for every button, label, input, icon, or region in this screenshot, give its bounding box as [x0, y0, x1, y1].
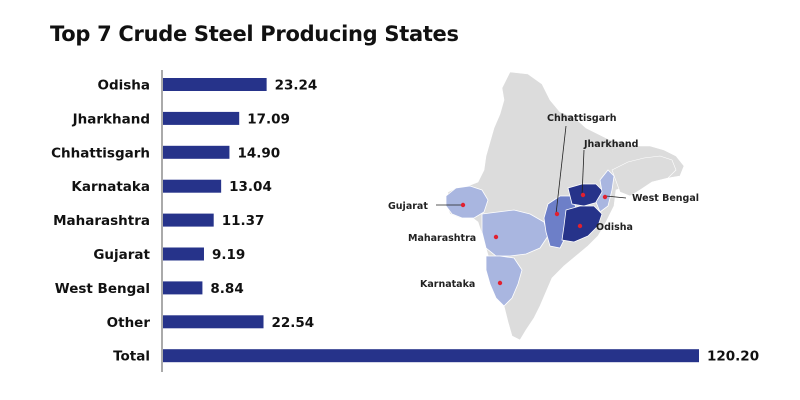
- chart-title: Top 7 Crude Steel Producing States: [50, 22, 459, 46]
- category-label-chhattisgarh: Chhattisgarh: [51, 145, 150, 161]
- leader-jharkhand: [581, 149, 585, 197]
- leader-chhattisgarh: [555, 125, 567, 215]
- leader-west-bengal: [605, 195, 627, 199]
- bar-gujarat: [163, 247, 204, 261]
- bar-karnataka: [163, 179, 222, 193]
- value-label-west-bengal: 8.84: [210, 281, 243, 297]
- category-label-west-bengal: West Bengal: [55, 281, 150, 297]
- value-label-odisha: 23.24: [275, 78, 318, 94]
- value-label-jharkhand: 17.09: [247, 111, 290, 127]
- category-label-odisha: Odisha: [97, 78, 150, 94]
- value-label-gujarat: 9.19: [212, 247, 245, 263]
- category-label-gujarat: Gujarat: [93, 247, 150, 263]
- marker-jharkhand: [580, 192, 586, 198]
- bar-odisha: [163, 78, 267, 91]
- marker-odisha: [577, 223, 583, 229]
- india-map: Chhattisgarh Jharkhand Gujarat West Beng…: [388, 71, 699, 341]
- map-label-jharkhand: Jharkhand: [583, 139, 638, 150]
- value-label-other: 22.54: [272, 315, 315, 331]
- category-label-jharkhand: Jharkhand: [72, 111, 150, 127]
- bar-chhattisgarh: [163, 145, 230, 159]
- marker-karnataka: [497, 280, 503, 286]
- category-label-maharashtra: Maharashtra: [53, 213, 150, 229]
- bar-jharkhand: [163, 111, 240, 125]
- bar-west-bengal: [163, 281, 203, 295]
- marker-west-bengal: [602, 194, 608, 200]
- value-label-chhattisgarh: 14.90: [237, 145, 280, 161]
- value-label-total: 120.20: [707, 349, 759, 365]
- map-west-bengal: [595, 169, 615, 213]
- map-maharashtra: [481, 209, 549, 257]
- map-label-chhattisgarh: Chhattisgarh: [547, 113, 617, 124]
- bar-total: [163, 349, 699, 363]
- marker-gujarat: [460, 202, 466, 208]
- bar-maharashtra: [163, 213, 214, 227]
- map-label-odisha: Odisha: [596, 222, 633, 233]
- category-label-karnataka: Karnataka: [71, 179, 150, 195]
- map-gujarat: [445, 185, 489, 219]
- bars-layer: Odisha 23.24 Jharkhand 17.09 Chhattisgarh 14.…: [51, 78, 759, 365]
- marker-maharashtra: [493, 234, 499, 240]
- map-label-maharashtra: Maharashtra: [408, 233, 476, 244]
- bar-other: [163, 315, 264, 329]
- value-label-maharashtra: 11.37: [222, 213, 265, 229]
- category-label-other: Other: [107, 315, 151, 331]
- map-northeast: [611, 155, 677, 197]
- value-label-karnataka: 13.04: [229, 179, 272, 195]
- category-label-total: Total: [113, 349, 150, 365]
- map-odisha: [561, 205, 603, 243]
- marker-chhattisgarh: [554, 211, 560, 217]
- map-label-gujarat: Gujarat: [388, 201, 428, 212]
- map-label-west-bengal: West Bengal: [632, 193, 699, 204]
- map-karnataka: [485, 255, 523, 307]
- map-label-karnataka: Karnataka: [420, 279, 475, 290]
